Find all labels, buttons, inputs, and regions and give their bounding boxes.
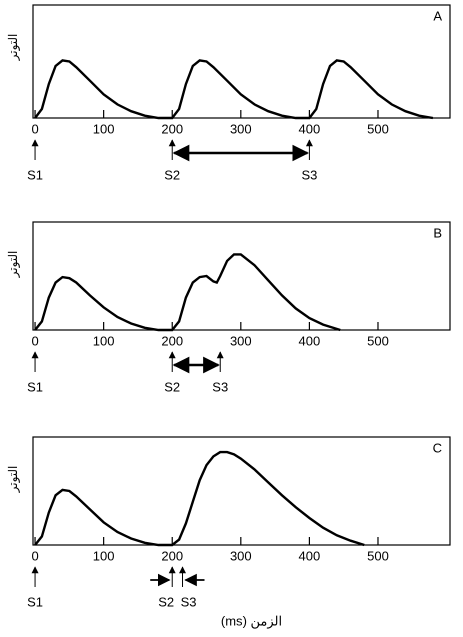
x-tick-label: 400	[299, 333, 321, 348]
stimulus-label: S3	[212, 379, 228, 394]
x-tick-label: 500	[367, 333, 389, 348]
stimulus-label: S1	[27, 594, 43, 609]
x-tick-label: 200	[161, 548, 183, 563]
panel-label: A	[433, 8, 442, 23]
stimulus-label: S2	[164, 167, 180, 182]
y-axis-label: التوتر	[6, 34, 20, 62]
twitch-curve	[34, 59, 434, 120]
panel-label: B	[433, 225, 442, 240]
stimulus-label: S3	[301, 167, 317, 182]
x-tick-label: 400	[299, 548, 321, 563]
y-axis-label: التوتر	[6, 251, 20, 279]
x-tick-label: 0	[31, 548, 38, 563]
stimulus-label: S1	[27, 379, 43, 394]
y-axis-label: التوتر	[6, 466, 20, 494]
twitch-curve	[34, 450, 365, 547]
x-tick-label: 200	[161, 333, 183, 348]
stimulus-label: S2	[164, 379, 180, 394]
twitch-curve	[34, 253, 341, 332]
x-tick-label: 100	[93, 121, 115, 136]
x-tick-label: 500	[367, 121, 389, 136]
x-tick-label: 300	[230, 548, 252, 563]
x-tick-label: 300	[230, 121, 252, 136]
x-tick-label: 0	[31, 121, 38, 136]
stimulus-label: S3	[181, 594, 197, 609]
x-tick-label: 300	[230, 333, 252, 348]
stimulus-label: S1	[27, 167, 43, 182]
x-tick-label: 0	[31, 333, 38, 348]
plot-frame	[32, 221, 451, 331]
x-tick-label: 400	[299, 121, 321, 136]
plot-frame	[32, 4, 451, 119]
panel-label: C	[433, 440, 442, 455]
x-tick-label: 500	[367, 548, 389, 563]
x-tick-label: 100	[93, 333, 115, 348]
stimulus-label: S2	[158, 594, 174, 609]
x-tick-label: 200	[161, 121, 183, 136]
plot-frame	[32, 436, 451, 546]
x-axis-label: الزمن (ms)	[221, 613, 282, 629]
x-tick-label: 100	[93, 548, 115, 563]
